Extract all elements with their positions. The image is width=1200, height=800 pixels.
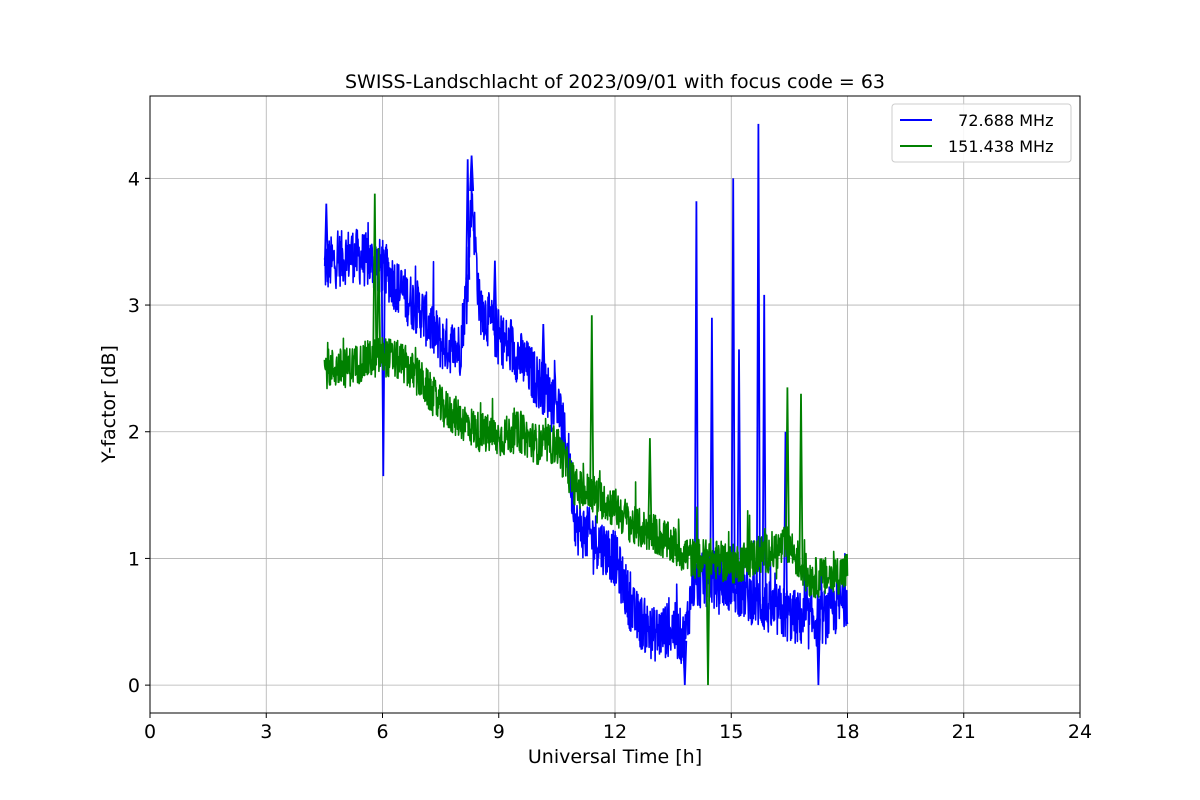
series-spike (798, 393, 804, 565)
series-line (323, 168, 849, 669)
x-tick-label: 6 (376, 721, 388, 743)
x-tick-label: 21 (952, 721, 976, 743)
series-spike (705, 558, 711, 686)
series-spike (736, 349, 742, 589)
series-spike (323, 203, 329, 267)
series-spike (761, 294, 767, 606)
x-tick-label: 3 (260, 721, 272, 743)
legend-label: 72.688 MHz (948, 111, 1053, 130)
x-tick-label: 0 (144, 721, 156, 743)
chart-title: SWISS-Landschlacht of 2023/09/01 with fo… (345, 71, 885, 93)
series-spike (647, 438, 653, 532)
series-spike (816, 618, 821, 686)
y-tick-label: 4 (128, 168, 140, 190)
series-spike (730, 178, 736, 586)
series-spike (682, 640, 688, 686)
series-layer (323, 123, 849, 686)
y-axis: 0 1 2 3 4 (128, 168, 150, 697)
series-spike (589, 315, 595, 494)
series-spike (465, 159, 471, 280)
series-line (323, 337, 849, 599)
x-axis: 0 3 6 9 12 15 18 21 24 (144, 713, 1092, 743)
y-tick-label: 3 (128, 295, 140, 317)
x-tick-label: 12 (603, 721, 627, 743)
x-tick-label: 24 (1068, 721, 1092, 743)
series-spike (492, 260, 498, 331)
series-spike (785, 387, 790, 547)
x-axis-label: Universal Time [h] (528, 746, 702, 768)
series-spike (709, 317, 715, 578)
y-tick-label: 1 (128, 548, 140, 570)
series-spike (755, 123, 761, 602)
legend-box (891, 103, 1072, 163)
x-tick-label: 18 (835, 721, 859, 743)
series-spike (376, 247, 382, 358)
series-spike (469, 155, 475, 192)
legend: 72.688 MHz 151.438 MHz (891, 103, 1072, 163)
legend-label: 151.438 MHz (948, 137, 1053, 156)
series-spike (372, 193, 378, 359)
y-tick-label: 0 (128, 675, 140, 697)
series-spike (540, 323, 546, 387)
x-tick-label: 15 (719, 721, 743, 743)
y-tick-label: 2 (128, 422, 140, 444)
x-tick-label: 9 (493, 721, 505, 743)
series-1 (323, 193, 849, 686)
y-axis-label: Y-factor [dB] (98, 345, 120, 464)
series-spike (693, 201, 699, 583)
